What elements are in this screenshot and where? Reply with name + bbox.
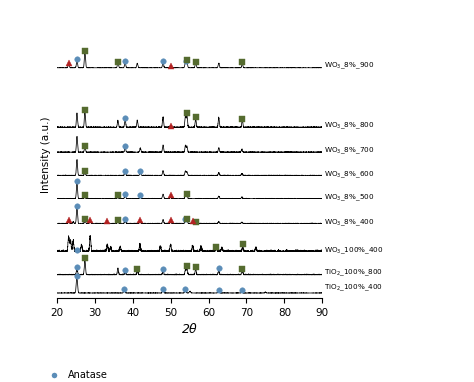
- Text: TiO$_2$_100%_800: TiO$_2$_100%_800: [324, 267, 383, 278]
- Text: WO$_3$_8%_600: WO$_3$_8%_600: [324, 169, 374, 180]
- X-axis label: 2θ: 2θ: [182, 323, 197, 336]
- Y-axis label: Intensity (a.u.): Intensity (a.u.): [41, 117, 51, 193]
- Text: WO$_3$_8%_800: WO$_3$_8%_800: [324, 120, 374, 131]
- Text: WO$_3$_8%_900: WO$_3$_8%_900: [324, 61, 374, 71]
- Text: WO$_3$_8%_700: WO$_3$_8%_700: [324, 146, 374, 157]
- Text: TiO$_2$_100%_400: TiO$_2$_100%_400: [324, 283, 383, 293]
- Text: WO$_3$_100%_400: WO$_3$_100%_400: [324, 245, 384, 256]
- Text: WO$_3$_8%_400: WO$_3$_8%_400: [324, 217, 374, 228]
- Legend: Anatase, Rutile, WO$_3$: Anatase, Rutile, WO$_3$: [40, 366, 111, 382]
- Text: WO$_3$_8%_500: WO$_3$_8%_500: [324, 193, 374, 203]
